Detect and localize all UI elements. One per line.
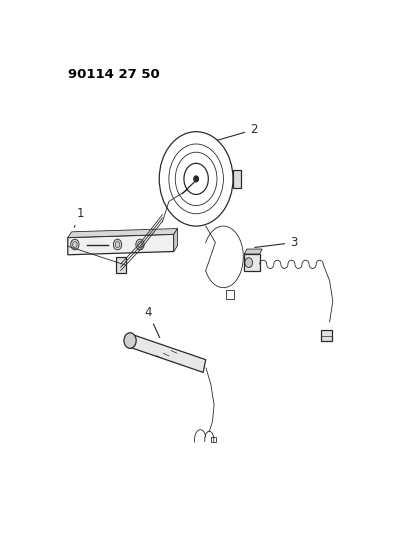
FancyBboxPatch shape bbox=[244, 254, 259, 271]
Circle shape bbox=[193, 176, 198, 182]
Text: 2: 2 bbox=[217, 123, 257, 140]
Circle shape bbox=[244, 257, 252, 268]
Polygon shape bbox=[68, 229, 177, 238]
Polygon shape bbox=[173, 229, 177, 252]
Text: 4: 4 bbox=[144, 306, 159, 337]
Text: 3: 3 bbox=[254, 236, 297, 249]
Polygon shape bbox=[244, 249, 261, 254]
Polygon shape bbox=[68, 235, 173, 255]
Text: 1: 1 bbox=[74, 207, 84, 227]
Text: 90114 27 50: 90114 27 50 bbox=[68, 68, 159, 82]
Circle shape bbox=[71, 239, 79, 250]
Circle shape bbox=[135, 239, 144, 250]
FancyBboxPatch shape bbox=[116, 257, 125, 273]
Circle shape bbox=[113, 239, 121, 250]
FancyBboxPatch shape bbox=[233, 170, 240, 188]
Polygon shape bbox=[128, 334, 205, 373]
Circle shape bbox=[123, 333, 136, 349]
FancyBboxPatch shape bbox=[320, 330, 331, 342]
